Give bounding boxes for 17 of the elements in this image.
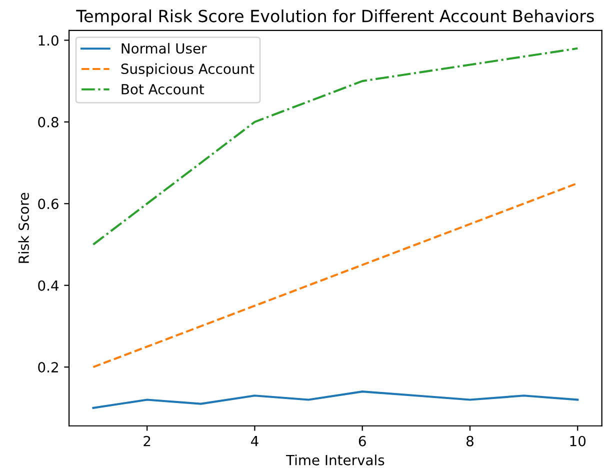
x-tick-label: 8 xyxy=(466,436,474,446)
y-tick-label: 0.6 xyxy=(38,198,58,210)
y-tick-label: 1.0 xyxy=(38,35,58,46)
x-tick-label: 4 xyxy=(250,436,258,446)
chart-title: Temporal Risk Score Evolution for Different Account Behaviors xyxy=(76,9,594,26)
line-series xyxy=(92,390,579,409)
y-axis-title: Risk Score xyxy=(18,192,29,263)
legend-label: Bot Account xyxy=(122,84,204,94)
x-tick-label: 10 xyxy=(570,436,586,446)
y-tick-label: 0.4 xyxy=(38,280,59,291)
x-axis-title: Time Intervals xyxy=(286,454,384,466)
y-tick-label: 0.2 xyxy=(38,362,58,373)
legend-label: Suspicious Account xyxy=(121,63,254,77)
legend-label: Normal User xyxy=(122,42,207,54)
x-tick-label: 2 xyxy=(144,436,150,446)
y-tick-label: 0.8 xyxy=(38,116,58,128)
x-tick-label: 6 xyxy=(358,436,366,446)
